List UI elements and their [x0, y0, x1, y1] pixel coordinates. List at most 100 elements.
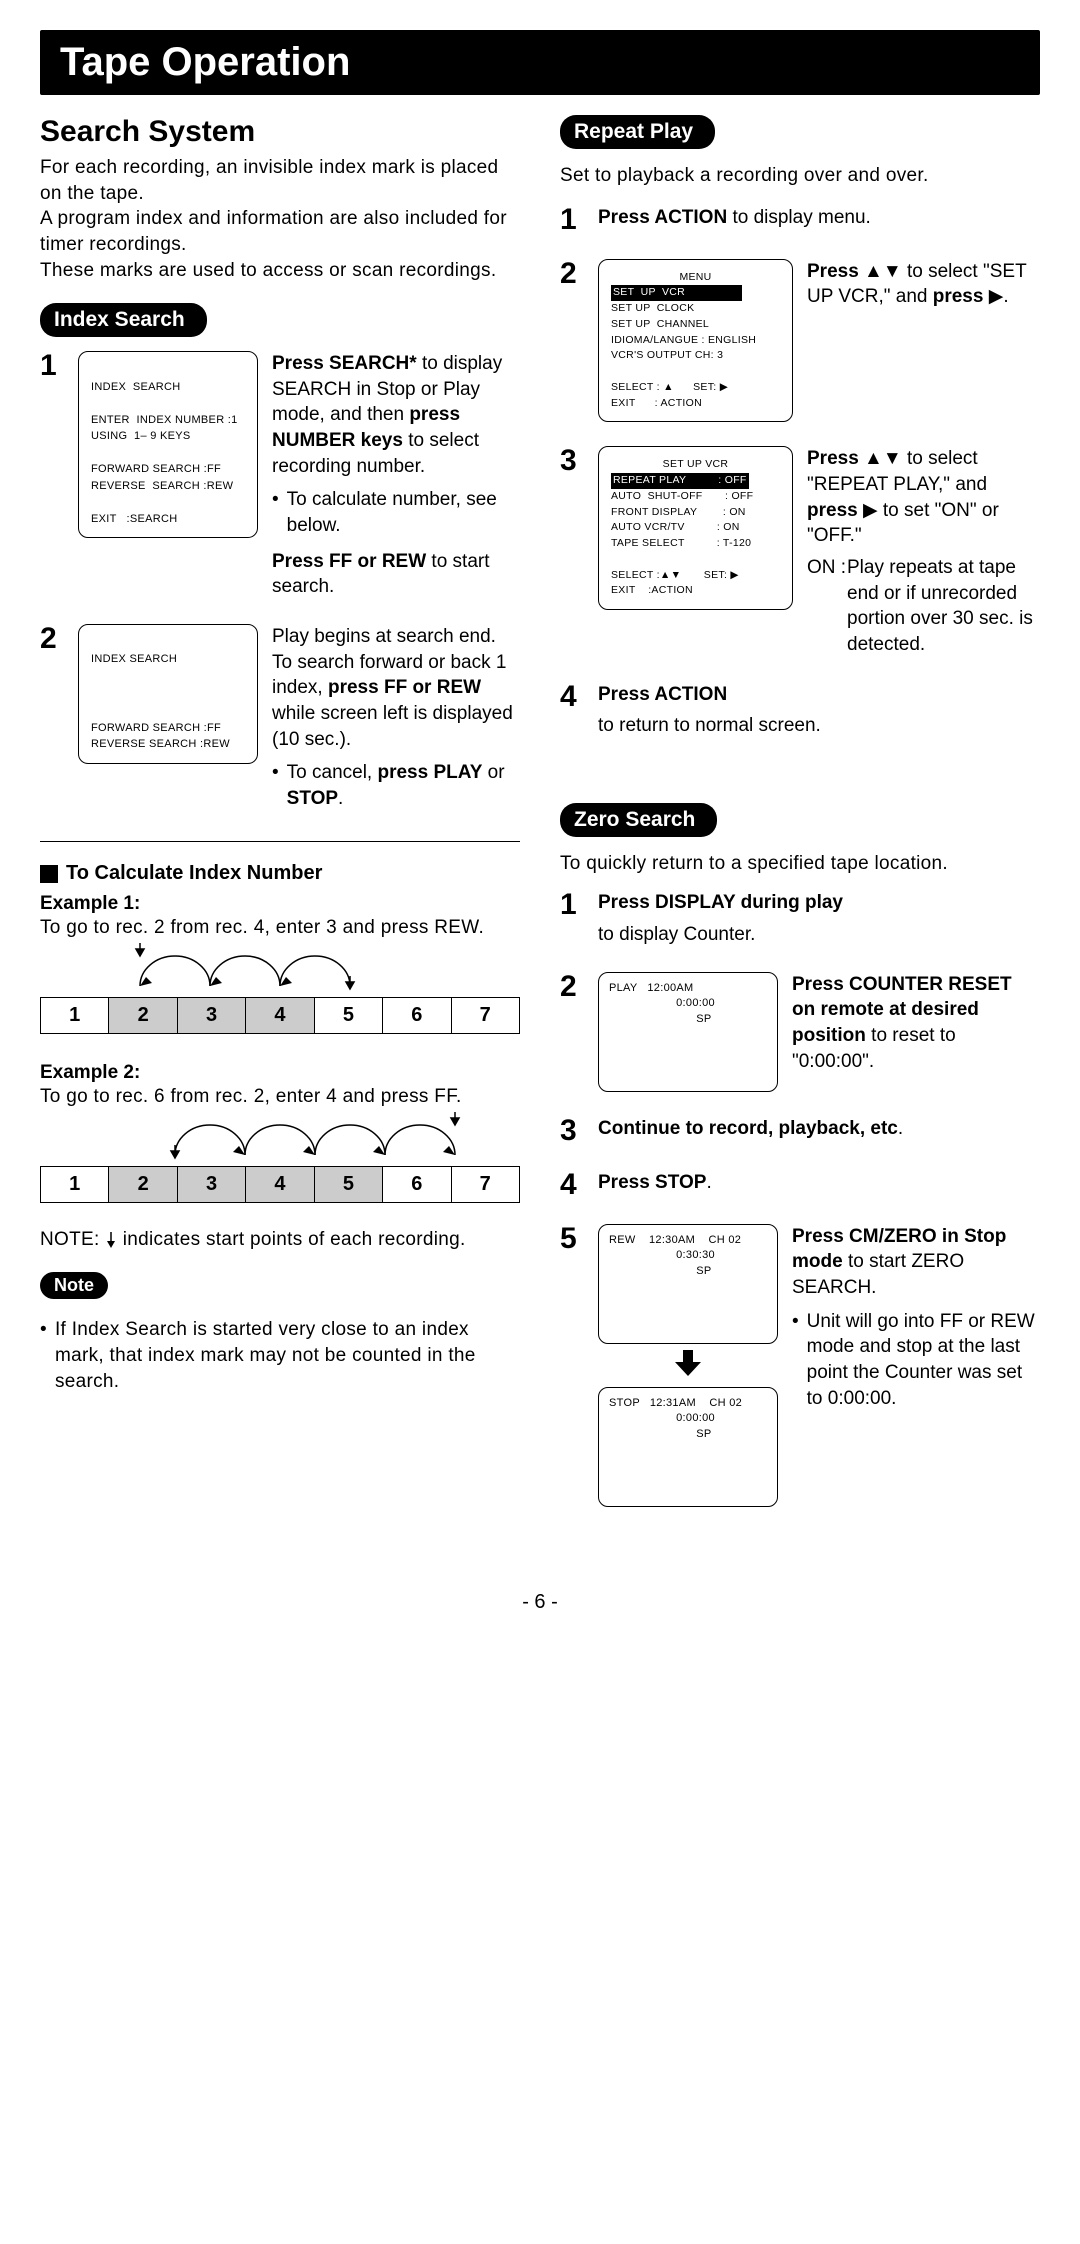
- step-number: 1: [560, 205, 584, 235]
- t: Press ACTION: [598, 207, 727, 228]
- menu-screen: MENUSET UP VCR SET UP CLOCK SET UP CHANN…: [598, 259, 793, 423]
- t: Press ACTION: [598, 684, 727, 705]
- zero-step-4: 4 Press STOP.: [560, 1170, 1040, 1200]
- tape-cell: 4: [245, 998, 313, 1033]
- t: Play repeats at tape end or if unrecorde…: [847, 555, 1040, 658]
- osd-line: EXIT :SEARCH: [91, 513, 178, 525]
- step-number: 4: [560, 1170, 584, 1200]
- tape-cell: 1: [41, 998, 108, 1033]
- t: Press: [807, 261, 864, 282]
- t: Press SEARCH*: [272, 353, 417, 374]
- menu-line: SET UP CHANNEL: [611, 318, 709, 330]
- tape-cell: 4: [245, 1167, 313, 1202]
- bullet: •: [40, 1317, 47, 1394]
- menu-selected: REPEAT PLAY : OFF: [611, 473, 749, 489]
- tape-cell: 7: [451, 1167, 519, 1202]
- menu-line: SELECT :▲▼ SET: ▶: [611, 569, 739, 581]
- note-pill: Note: [40, 1272, 108, 1299]
- t: Press: [807, 448, 864, 469]
- display-box: PLAY 12:00AM 0:00:00 SP: [598, 972, 778, 1092]
- example1-title: Example 1:: [40, 893, 520, 915]
- display-stack: REW 12:30AM CH 02 0:30:30 SP STOP 12:31A…: [598, 1224, 778, 1507]
- t: Press DISPLAY during play: [598, 892, 843, 913]
- example2-arcs-diagram: [40, 1110, 510, 1160]
- note-body: • If Index Search is started very close …: [40, 1317, 520, 1394]
- t: to return to normal screen.: [598, 713, 1040, 739]
- repeat-step-2: 2 MENUSET UP VCR SET UP CLOCK SET UP CHA…: [560, 259, 1040, 423]
- t: STOP: [287, 788, 338, 809]
- square-marker-icon: [40, 865, 58, 883]
- tape-cell: 2: [108, 1167, 176, 1202]
- menu-line: TAPE SELECT : T-120: [611, 537, 751, 549]
- menu-line: EXIT :ACTION: [611, 584, 693, 596]
- osd-title: INDEX SEARCH: [91, 653, 177, 665]
- step-number: 2: [560, 259, 584, 289]
- tape-cell: 2: [108, 998, 176, 1033]
- right-triangle-icon: ▶: [989, 286, 1004, 307]
- menu-line: FRONT DISPLAY : ON: [611, 506, 746, 518]
- bullet: •: [792, 1309, 799, 1412]
- step-number: 1: [560, 890, 584, 920]
- calc-heading-text: To Calculate Index Number: [66, 862, 322, 885]
- osd-line: REVERSE SEARCH :REW: [91, 480, 233, 492]
- repeat-play-bar: Repeat Play: [560, 115, 715, 149]
- repeat-step-4: 4 Press ACTION to return to normal scree…: [560, 682, 1040, 739]
- t: ON :: [807, 555, 847, 658]
- osd-title: INDEX SEARCH: [91, 381, 180, 393]
- t: To calculate number, see below.: [287, 487, 520, 538]
- step-number: 2: [40, 624, 64, 654]
- tape-cell: 5: [314, 998, 382, 1033]
- step-number: 3: [560, 1116, 584, 1146]
- down-arrow-icon: [105, 1232, 117, 1248]
- osd-line: ENTER INDEX NUMBER :1: [91, 414, 238, 426]
- calc-heading: To Calculate Index Number: [40, 862, 520, 885]
- menu-line: AUTO VCR/TV : ON: [611, 521, 740, 533]
- repeat-intro: Set to playback a recording over and ove…: [560, 163, 1040, 189]
- page-title: Tape Operation: [60, 40, 350, 84]
- t: To cancel,: [287, 762, 378, 783]
- note-arrow-text: indicates start points of each recording…: [123, 1229, 466, 1250]
- right-triangle-icon: ▶: [863, 500, 878, 521]
- t: to display menu.: [727, 207, 871, 228]
- page-title-bar: Tape Operation: [40, 30, 1040, 95]
- note-body-text: If Index Search is started very close to…: [55, 1317, 520, 1394]
- zero-search-bar: Zero Search: [560, 803, 717, 837]
- step-number: 4: [560, 682, 584, 712]
- updown-triangle-icon: ▲▼: [864, 448, 902, 469]
- tape-cell: 3: [177, 998, 245, 1033]
- t: .: [1003, 286, 1008, 307]
- two-column-layout: Search System For each recording, an inv…: [40, 115, 1040, 1531]
- tape-cell: 1: [41, 1167, 108, 1202]
- t: to display Counter.: [598, 922, 1040, 948]
- step-text: Press ▲▼ to select "SET UP VCR," and pre…: [807, 259, 1040, 310]
- tape-cell: 6: [382, 998, 450, 1033]
- t: press PLAY: [377, 762, 482, 783]
- example2-title: Example 2:: [40, 1062, 520, 1084]
- divider: [40, 841, 520, 842]
- display-box: REW 12:30AM CH 02 0:30:30 SP: [598, 1224, 778, 1344]
- example1-arcs-diagram: [40, 941, 510, 991]
- tape-cell: 6: [382, 1167, 450, 1202]
- t: press FF or REW: [328, 677, 481, 698]
- zero-step-1: 1 Press DISPLAY during play to display C…: [560, 890, 1040, 947]
- search-system-intro: For each recording, an invisible index m…: [40, 155, 520, 283]
- t: Press STOP: [598, 1172, 706, 1193]
- zero-step-2: 2 PLAY 12:00AM 0:00:00 SP Press COUNTER …: [560, 972, 1040, 1092]
- tape-cell: 7: [451, 998, 519, 1033]
- tape-row-2: 1 2 3 4 5 6 7: [40, 1166, 520, 1203]
- t: Press FF or REW: [272, 551, 426, 572]
- step-number: 2: [560, 972, 584, 1002]
- t: Continue to record, playback, etc: [598, 1118, 898, 1139]
- menu-selected: SET UP VCR: [611, 285, 742, 301]
- menu-line: SET UP CLOCK: [611, 302, 694, 314]
- zero-step-5: 5 REW 12:30AM CH 02 0:30:30 SP STOP 12:3…: [560, 1224, 1040, 1507]
- t: press: [807, 500, 863, 521]
- tape-cell: 3: [177, 1167, 245, 1202]
- menu-line: IDIOMA/LANGUE : ENGLISH: [611, 334, 756, 346]
- note-line: NOTE: indicates start points of each rec…: [40, 1227, 520, 1253]
- osd-screen-2: INDEX SEARCH FORWARD SEARCH :FF REVERSE …: [78, 624, 258, 764]
- left-column: Search System For each recording, an inv…: [40, 115, 520, 1531]
- page-number: - 6 -: [40, 1591, 1040, 1614]
- step-number: 5: [560, 1224, 584, 1254]
- step-text: Play begins at search end. To search for…: [272, 624, 520, 811]
